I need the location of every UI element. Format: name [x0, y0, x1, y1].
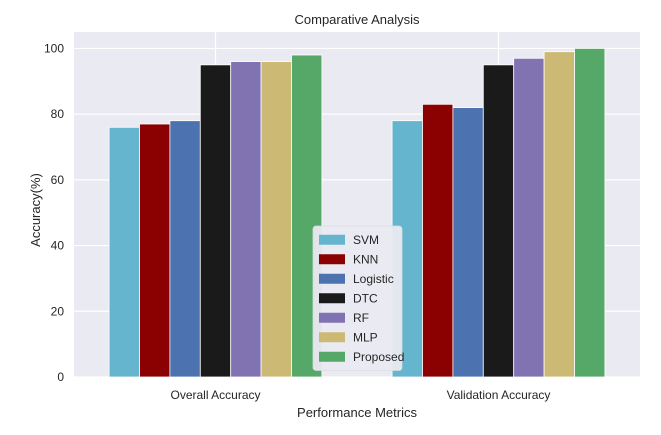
legend-label: KNN [353, 252, 378, 266]
bar-knn [139, 123, 171, 378]
x-axis-label: Performance Metrics [297, 405, 417, 420]
legend-swatch-svm [319, 234, 345, 245]
y-tick-label: 60 [51, 173, 65, 187]
legend-swatch-proposed [319, 351, 345, 362]
bar-rf [513, 57, 545, 378]
legend-label: Proposed [353, 350, 404, 364]
x-tick-label: Validation Accuracy [447, 388, 551, 402]
axis-ticks: 0 20 40 60 80 100 Overall Accuracy Validation A… [44, 41, 550, 402]
bar-dtc [199, 64, 232, 378]
y-tick-label: 40 [51, 239, 65, 253]
legend: SVM KNN Logistic DTC RF MLP Proposed [312, 225, 404, 371]
bar-knn [422, 103, 454, 378]
bar-svm [108, 126, 140, 378]
chart-title: Comparative Analysis [295, 12, 420, 27]
bar-logistic [169, 120, 201, 378]
y-tick-label: 0 [57, 370, 64, 384]
legend-label: RF [353, 311, 369, 325]
x-tick-label: Overall Accuracy [170, 388, 260, 402]
y-tick-label: 100 [44, 41, 64, 55]
bar-dtc [482, 64, 515, 378]
y-axis-label: Accuracy(%) [28, 173, 43, 247]
bar-mlp [260, 61, 292, 378]
legend-swatch-knn [319, 254, 345, 265]
legend-swatch-logistic [319, 273, 345, 284]
bar-proposed [574, 48, 606, 378]
bar-rf [230, 61, 262, 378]
bar-logistic [452, 107, 484, 378]
legend-label: DTC [353, 291, 378, 305]
y-tick-label: 20 [51, 304, 65, 318]
bar-mlp [543, 51, 575, 378]
legend-label: Logistic [353, 272, 394, 286]
legend-label: MLP [353, 330, 378, 344]
legend-swatch-mlp [319, 332, 345, 343]
legend-swatch-dtc [319, 293, 345, 304]
legend-swatch-rf [319, 312, 345, 323]
y-tick-label: 80 [51, 107, 65, 121]
legend-label: SVM [353, 233, 379, 247]
